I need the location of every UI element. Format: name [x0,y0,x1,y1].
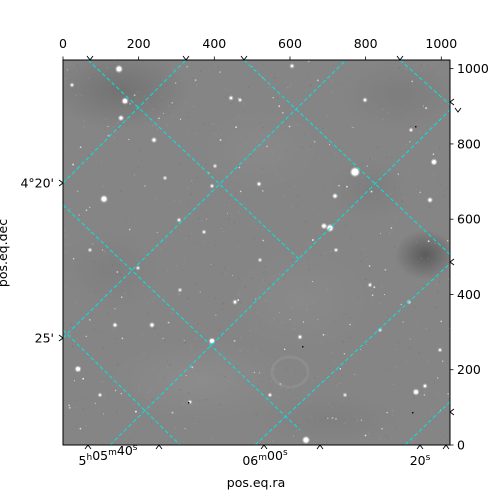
x-tick-label-top: 600 [278,36,302,51]
coordinate-grid [63,60,450,445]
sky-image [63,60,450,445]
grid-tick-mark [316,444,324,450]
x-tick-label-top: 1000 [425,36,457,51]
grid-line [404,401,450,445]
grid-line [243,60,450,256]
grid-tick-mark [449,258,455,266]
y-tick-label-right: 400 [457,287,481,302]
ra-tick-label: 20s [410,453,431,468]
grid-line [63,60,187,184]
grid-tick-mark [155,444,163,450]
y-tick-label-right: 0 [457,438,465,453]
y-tick-label-right: 600 [457,212,481,227]
grid-tick-mark [260,444,268,450]
x-tick-label-top: 800 [354,36,378,51]
grid-line [63,60,347,339]
ra-tick-label: 06m00s [242,448,288,468]
plot-frame [62,59,451,446]
ticks [58,55,462,450]
tick-labels: 0 200 400 600 800 1000 0 200 400 600 800 1000 5h05m4… [20,36,488,468]
grid-line [254,262,450,445]
grid-line [63,204,301,431]
grid-tick-mark [86,55,94,61]
grid-line [63,329,181,445]
x-tick-label-top: 200 [127,36,151,51]
grid-tick-mark [182,55,190,61]
y-tick-label-right: 1000 [457,61,489,76]
grid-tick-mark [442,444,450,450]
grid-tick-mark [240,55,248,61]
x-tick-label-top: 0 [59,36,67,51]
grid-line [87,60,301,261]
grid-tick-mark [58,179,64,187]
grid-tick-mark [58,334,64,342]
x-tick-label-top: 400 [202,36,226,51]
ra-tick-label: 5h05m40s [79,443,138,468]
grid-tick-mark [449,408,455,416]
grid-tick-mark [396,55,404,61]
grid-tick-mark [454,107,462,113]
x-axis-label: pos.eq.ra [227,475,285,490]
dec-tick-label: 4°20' [20,176,54,191]
y-axis-label: pos.eq.dec [0,219,10,287]
y-tick-label-right: 200 [457,362,481,377]
grid-line [109,109,450,445]
grid-tick-mark [84,444,92,450]
dec-tick-label: 25' [35,331,54,346]
grid-tick-mark [416,444,424,450]
grid-tick-mark [449,98,455,106]
y-tick-label-right: 800 [457,136,481,151]
